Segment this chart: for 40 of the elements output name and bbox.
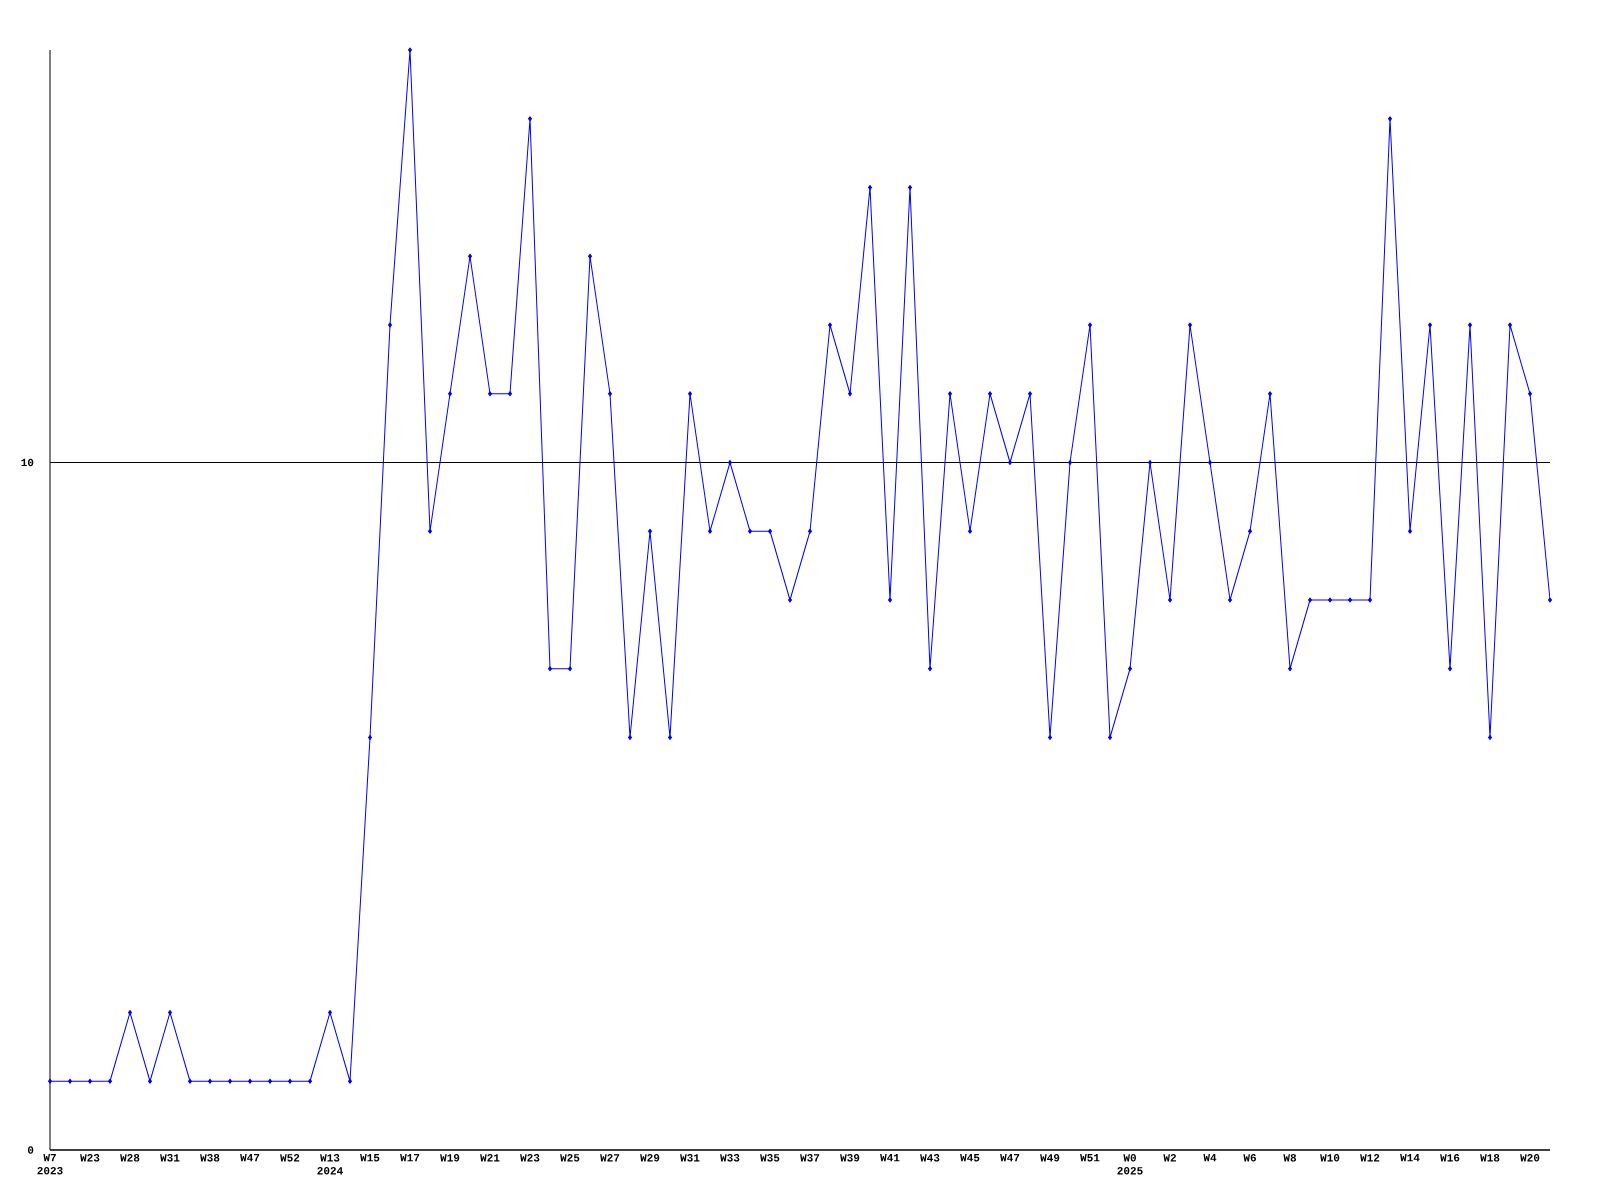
x-tick-label: W47 [1000,1154,1020,1162]
x-tick-label: W0 2025 [1117,1154,1143,1175]
x-tick-label: W52 [280,1154,300,1162]
x-tick-label: W31 [160,1154,180,1162]
x-tick-label: W4 [1203,1154,1217,1162]
y-tick-label: 10 [21,458,34,467]
x-tick-label: W20 [1520,1154,1540,1162]
x-tick-label: W12 [1360,1154,1380,1162]
x-tick-label: W16 [1440,1154,1460,1162]
x-tick-label: W10 [1320,1154,1340,1162]
x-tick-label: W35 [760,1154,780,1162]
x-tick-label: W14 [1400,1154,1420,1162]
x-tick-label: W49 [1040,1154,1060,1162]
x-tick-label: W15 [360,1154,380,1162]
x-tick-label: W27 [600,1154,620,1162]
x-tick-label: W41 [880,1154,900,1162]
x-tick-label: W17 [400,1154,420,1162]
x-tick-label: W38 [200,1154,220,1162]
x-tick-label: W51 [1080,1154,1100,1162]
x-tick-label: W13 2024 [317,1154,343,1175]
x-tick-label: W2 [1163,1154,1176,1162]
x-tick-label: W23 [520,1154,540,1162]
x-tick-label: W23 [80,1154,100,1162]
x-tick-label: W33 [720,1154,740,1162]
x-tick-label: W39 [840,1154,860,1162]
x-tick-label: W21 [480,1154,500,1162]
x-tick-label: W19 [440,1154,460,1162]
x-tick-label: W45 [960,1154,980,1162]
x-tick-label: W29 [640,1154,660,1162]
x-tick-label: W37 [800,1154,820,1162]
x-tick-label: W7 2023 [37,1154,63,1175]
x-tick-label: W31 [680,1154,700,1162]
x-tick-label: W25 [560,1154,580,1162]
x-tick-label: W28 [120,1154,140,1162]
y-tick-label: 0 [27,1146,34,1154]
x-tick-label: W6 [1243,1154,1256,1162]
x-tick-label: W18 [1480,1154,1500,1162]
x-tick-label: W43 [920,1154,940,1162]
x-tick-label: W8 [1283,1154,1297,1162]
x-tick-label: W47 [240,1154,260,1162]
